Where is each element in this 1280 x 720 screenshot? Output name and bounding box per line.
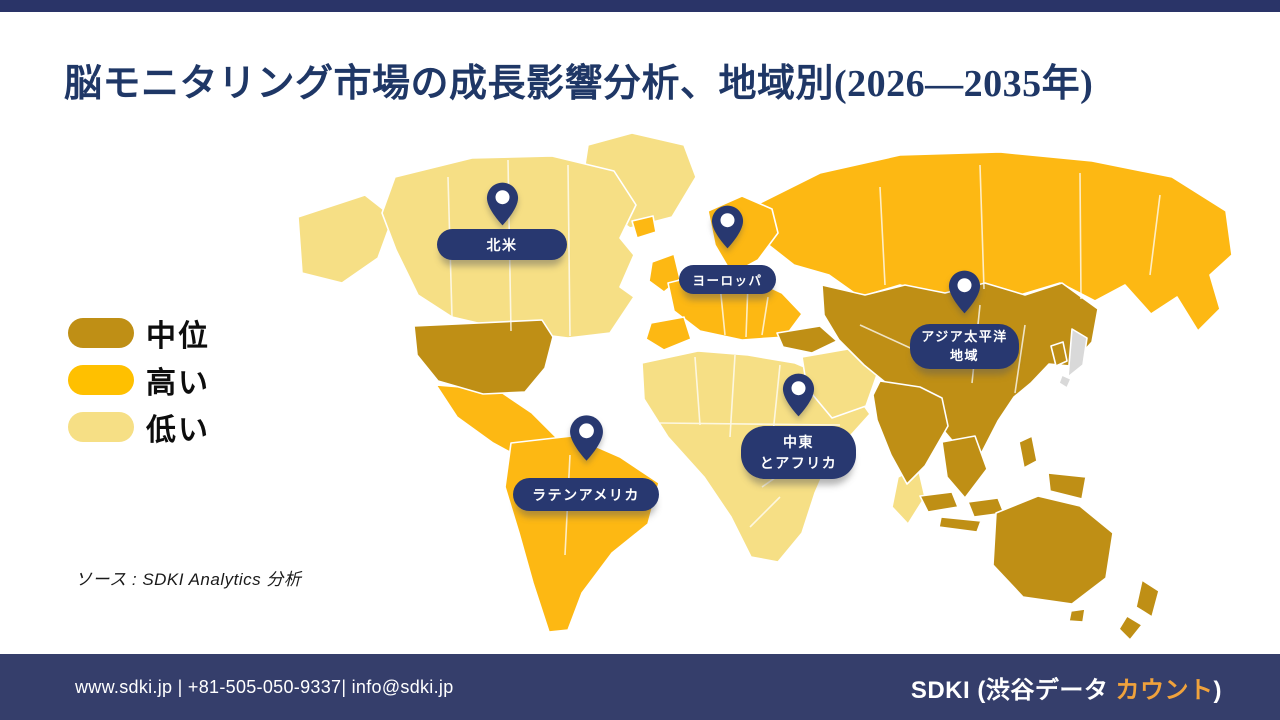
pin-label-latin-america: ラテンアメリカ [513, 478, 659, 511]
region-japan-south [1058, 374, 1072, 389]
map-pin-asia-pacific: アジア太平洋 地域 [910, 268, 1019, 369]
region-alaska [297, 194, 394, 284]
legend-swatch-high [68, 365, 134, 395]
pin-label-europe: ヨーロッパ [679, 265, 776, 294]
footer-contact: www.sdki.jp | +81-505-050-9337| info@sdk… [75, 676, 454, 697]
brand-accent: カウント [1115, 676, 1214, 704]
location-pin-icon [486, 182, 518, 226]
location-pin-icon [948, 270, 981, 314]
legend-swatch-low [68, 412, 134, 442]
region-new-zealand-north [1135, 579, 1160, 618]
region-indochina [941, 435, 988, 499]
footer-brand: SDKI (渋谷データ カウント) [911, 670, 1222, 705]
region-philippines [1018, 435, 1038, 469]
region-tasmania [1068, 608, 1086, 623]
brand-suffix: ) [1213, 676, 1222, 704]
region-usa [413, 319, 554, 395]
legend-label-medium: 中位 [146, 320, 210, 353]
map-pin-europe: ヨーロッパ [679, 203, 776, 294]
map-pin-north-america: 北米 [437, 180, 567, 260]
region-new-zealand-south [1118, 615, 1143, 641]
legend-item-medium: 中位 [68, 318, 210, 353]
region-korea [1050, 341, 1068, 367]
brand-prefix: SDKI (渋谷データ [910, 676, 1116, 704]
source-note: ソース : SDKI Analytics 分析 [75, 570, 302, 589]
region-indonesia-3 [938, 516, 982, 533]
region-iceland [631, 215, 657, 239]
legend-item-high: 高い [68, 365, 210, 400]
legend-label-high: 高い [146, 367, 210, 400]
pin-label-middle-east-africa: 中東 とアフリカ [741, 426, 856, 479]
pin-label-north-america: 北米 [437, 229, 567, 260]
footer-bar: www.sdki.jp | +81-505-050-9337| info@sdk… [0, 654, 1280, 720]
map-pin-middle-east-africa: 中東 とアフリカ [741, 371, 856, 479]
map-pin-latin-america: ラテンアメリカ [513, 413, 659, 511]
page-title: 脳モニタリング市場の成長影響分析、地域別(2026—2035年) [64, 63, 1094, 105]
legend-item-low: 低い [68, 412, 210, 447]
legend-swatch-medium [68, 318, 134, 348]
region-japan-main [1067, 328, 1088, 378]
region-indonesia-1 [919, 491, 959, 513]
region-india [872, 380, 949, 485]
region-iberia [645, 316, 692, 351]
region-australia [992, 495, 1114, 605]
region-papua [1047, 472, 1087, 500]
location-pin-icon [569, 415, 603, 461]
top-accent-bar [0, 0, 1280, 12]
pin-label-asia-pacific: アジア太平洋 地域 [910, 324, 1019, 369]
location-pin-icon [782, 373, 815, 417]
location-pin-icon [711, 205, 744, 249]
growth-legend: 中位 高い 低い [68, 318, 210, 459]
legend-label-low: 低い [146, 414, 210, 447]
region-turkey [776, 325, 838, 354]
